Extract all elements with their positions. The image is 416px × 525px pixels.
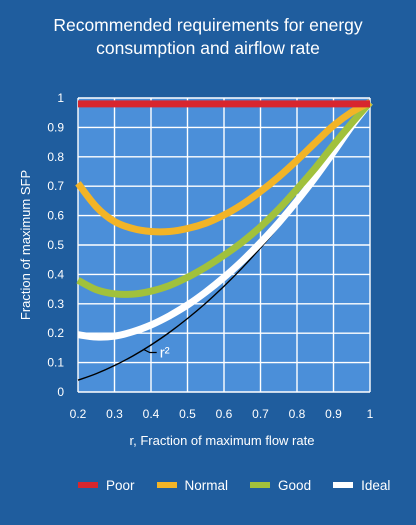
x-tick-label: 0.9 (325, 407, 342, 421)
x-tick-label: 0.2 (70, 407, 87, 421)
y-tick-label: 0.3 (47, 297, 64, 311)
y-tick-label: 0.6 (47, 209, 64, 223)
chart-title-line-1: Recommended requirements for energy (53, 15, 363, 35)
tick-labels: 0.2 0.3 0.4 0.5 0.6 0.7 0.8 0.9 1 0 0.1 0.2 0.3 0.4 0.… (47, 91, 373, 421)
legend-label: Ideal (361, 477, 391, 493)
series-line-ideal (77, 100, 373, 341)
series-line-normal (75, 99, 372, 236)
y-tick-label: 0.4 (47, 267, 64, 281)
y-tick-label: 1 (57, 91, 64, 105)
y-tick-label: 0.2 (47, 326, 64, 340)
x-axis-label: r, Fraction of maximum flow rate (130, 433, 315, 448)
y-axis-label: Fraction of maximum SFP (18, 170, 33, 320)
y-tick-label: 0.9 (47, 120, 64, 134)
x-tick-label: 0.5 (179, 407, 196, 421)
legend-label: Poor (106, 477, 135, 493)
legend-label: Good (278, 477, 312, 493)
legend-item-normal: Normal (156, 477, 229, 493)
annotations: r² (143, 345, 170, 362)
y-tick-label: 0.8 (47, 150, 64, 164)
legend-item-poor: Poor (78, 478, 135, 493)
x-tick-label: 0.4 (143, 407, 160, 421)
legend: Poor Normal Good Ideal (78, 476, 412, 494)
x-tick-label: 1 (367, 407, 374, 421)
x-tick-label: 0.3 (106, 407, 123, 421)
chart-title-line-2: consumption and airflow rate (96, 38, 320, 58)
x-tick-label: 0.6 (216, 407, 233, 421)
series-line-good (76, 100, 373, 298)
legend-swatch (156, 482, 177, 488)
legend-swatch (78, 482, 98, 488)
series-lines (75, 99, 373, 381)
y-tick-label: 0.7 (47, 179, 64, 193)
chart-svg: r² 0.2 0.3 0.4 0.5 0.6 0.7 0.8 0.9 100.10.20.30.… (18, 91, 374, 448)
x-tick-label: 0.8 (289, 407, 306, 421)
legend-label: Normal (184, 477, 229, 493)
y-tick-label: 0.1 (47, 356, 64, 370)
r-squared-leader-line (143, 348, 157, 354)
y-tick-label: 0 (57, 385, 64, 399)
legend-item-ideal: Ideal (333, 478, 390, 493)
chart-title: Recommended requirements for energy cons… (0, 14, 416, 60)
legend-swatch (250, 482, 271, 488)
x-tick-label: 0.7 (252, 407, 269, 421)
y-tick-label: 0.5 (47, 238, 64, 252)
legend-swatch (333, 482, 354, 488)
r-squared-label: r² (160, 345, 170, 362)
legend-item-good: Good (250, 478, 311, 493)
